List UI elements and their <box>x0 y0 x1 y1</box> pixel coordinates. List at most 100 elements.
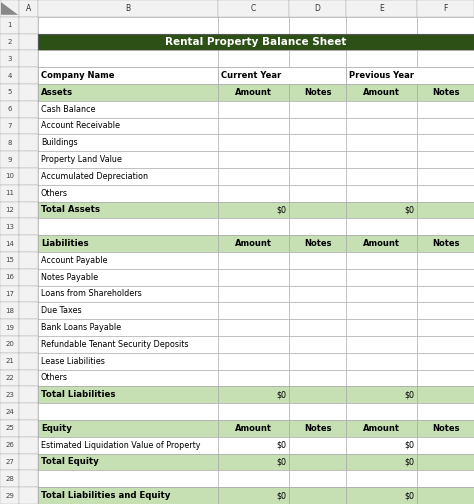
Bar <box>289 387 346 403</box>
Bar <box>346 319 417 336</box>
Bar <box>38 319 218 336</box>
Text: 1: 1 <box>7 22 12 28</box>
Bar <box>417 269 474 286</box>
Bar <box>19 470 38 487</box>
Text: 3: 3 <box>7 56 12 62</box>
Bar <box>417 235 474 252</box>
Bar <box>0 235 19 252</box>
Bar <box>218 269 289 286</box>
Bar <box>417 319 474 336</box>
Bar <box>346 252 417 269</box>
Bar <box>19 101 38 117</box>
Text: Notes: Notes <box>304 239 331 248</box>
Text: Amount: Amount <box>363 88 400 97</box>
Bar <box>0 319 19 336</box>
Bar <box>346 302 417 319</box>
Bar <box>0 454 19 470</box>
Bar <box>289 420 346 437</box>
Text: Others: Others <box>41 188 68 198</box>
Bar <box>38 353 218 369</box>
Text: Loans from Shareholders: Loans from Shareholders <box>41 289 142 298</box>
Bar <box>19 50 38 67</box>
Text: Previous Year: Previous Year <box>349 71 414 80</box>
Bar <box>38 168 218 185</box>
Bar <box>19 353 38 369</box>
Bar <box>417 84 474 101</box>
Bar <box>346 470 417 487</box>
Text: Notes: Notes <box>432 424 459 433</box>
Text: Total Liabilities and Equity: Total Liabilities and Equity <box>41 491 170 500</box>
Bar <box>346 135 417 151</box>
Text: F: F <box>444 4 448 13</box>
Text: $0: $0 <box>276 491 286 500</box>
Text: Cash Balance: Cash Balance <box>41 105 95 114</box>
Bar <box>38 387 218 403</box>
Bar <box>289 353 346 369</box>
Bar <box>0 403 19 420</box>
Bar <box>218 135 289 151</box>
Bar <box>417 252 474 269</box>
Text: Notes Payable: Notes Payable <box>41 273 98 282</box>
Bar <box>346 286 417 302</box>
Bar <box>38 286 218 302</box>
Bar <box>417 17 474 34</box>
Bar <box>0 387 19 403</box>
Bar <box>19 202 38 218</box>
Bar <box>218 336 289 353</box>
Bar <box>346 202 417 218</box>
Text: 25: 25 <box>5 425 14 431</box>
Bar <box>289 319 346 336</box>
Bar <box>38 0 218 17</box>
Bar <box>417 403 474 420</box>
Bar <box>218 50 289 67</box>
Bar <box>289 84 346 101</box>
Bar <box>38 185 218 202</box>
Bar <box>218 17 289 34</box>
Text: 18: 18 <box>5 308 14 314</box>
Text: Notes: Notes <box>304 88 331 97</box>
Bar <box>19 454 38 470</box>
Bar <box>346 454 417 470</box>
Text: 29: 29 <box>5 492 14 498</box>
Bar <box>38 117 218 135</box>
Bar <box>346 84 417 101</box>
Bar <box>417 454 474 470</box>
Bar <box>289 0 346 17</box>
Bar <box>19 269 38 286</box>
Bar <box>38 235 218 252</box>
Bar <box>289 135 346 151</box>
Bar <box>218 235 289 252</box>
Bar <box>289 202 346 218</box>
Bar <box>417 420 474 437</box>
Bar <box>417 437 474 454</box>
Bar <box>38 369 218 387</box>
Bar <box>218 319 289 336</box>
Bar <box>289 168 346 185</box>
Bar <box>218 369 289 387</box>
Text: 12: 12 <box>5 207 14 213</box>
Bar <box>218 202 289 218</box>
Text: 4: 4 <box>7 73 12 79</box>
Bar <box>346 269 417 286</box>
Bar <box>19 168 38 185</box>
Text: B: B <box>125 4 130 13</box>
Text: 13: 13 <box>5 224 14 230</box>
Text: Notes: Notes <box>304 424 331 433</box>
Text: 28: 28 <box>5 476 14 482</box>
Bar <box>289 185 346 202</box>
Bar <box>218 403 289 420</box>
Bar <box>218 470 289 487</box>
Bar <box>218 252 289 269</box>
Bar <box>417 151 474 168</box>
Bar <box>346 403 417 420</box>
Bar <box>417 369 474 387</box>
Text: 2: 2 <box>7 39 12 45</box>
Text: Equity: Equity <box>41 424 72 433</box>
Bar <box>417 387 474 403</box>
Bar <box>38 50 218 67</box>
Bar <box>0 420 19 437</box>
Text: Rental Property Balance Sheet: Rental Property Balance Sheet <box>165 37 346 47</box>
Text: 5: 5 <box>7 89 12 95</box>
Bar <box>38 34 474 50</box>
Bar <box>289 403 346 420</box>
